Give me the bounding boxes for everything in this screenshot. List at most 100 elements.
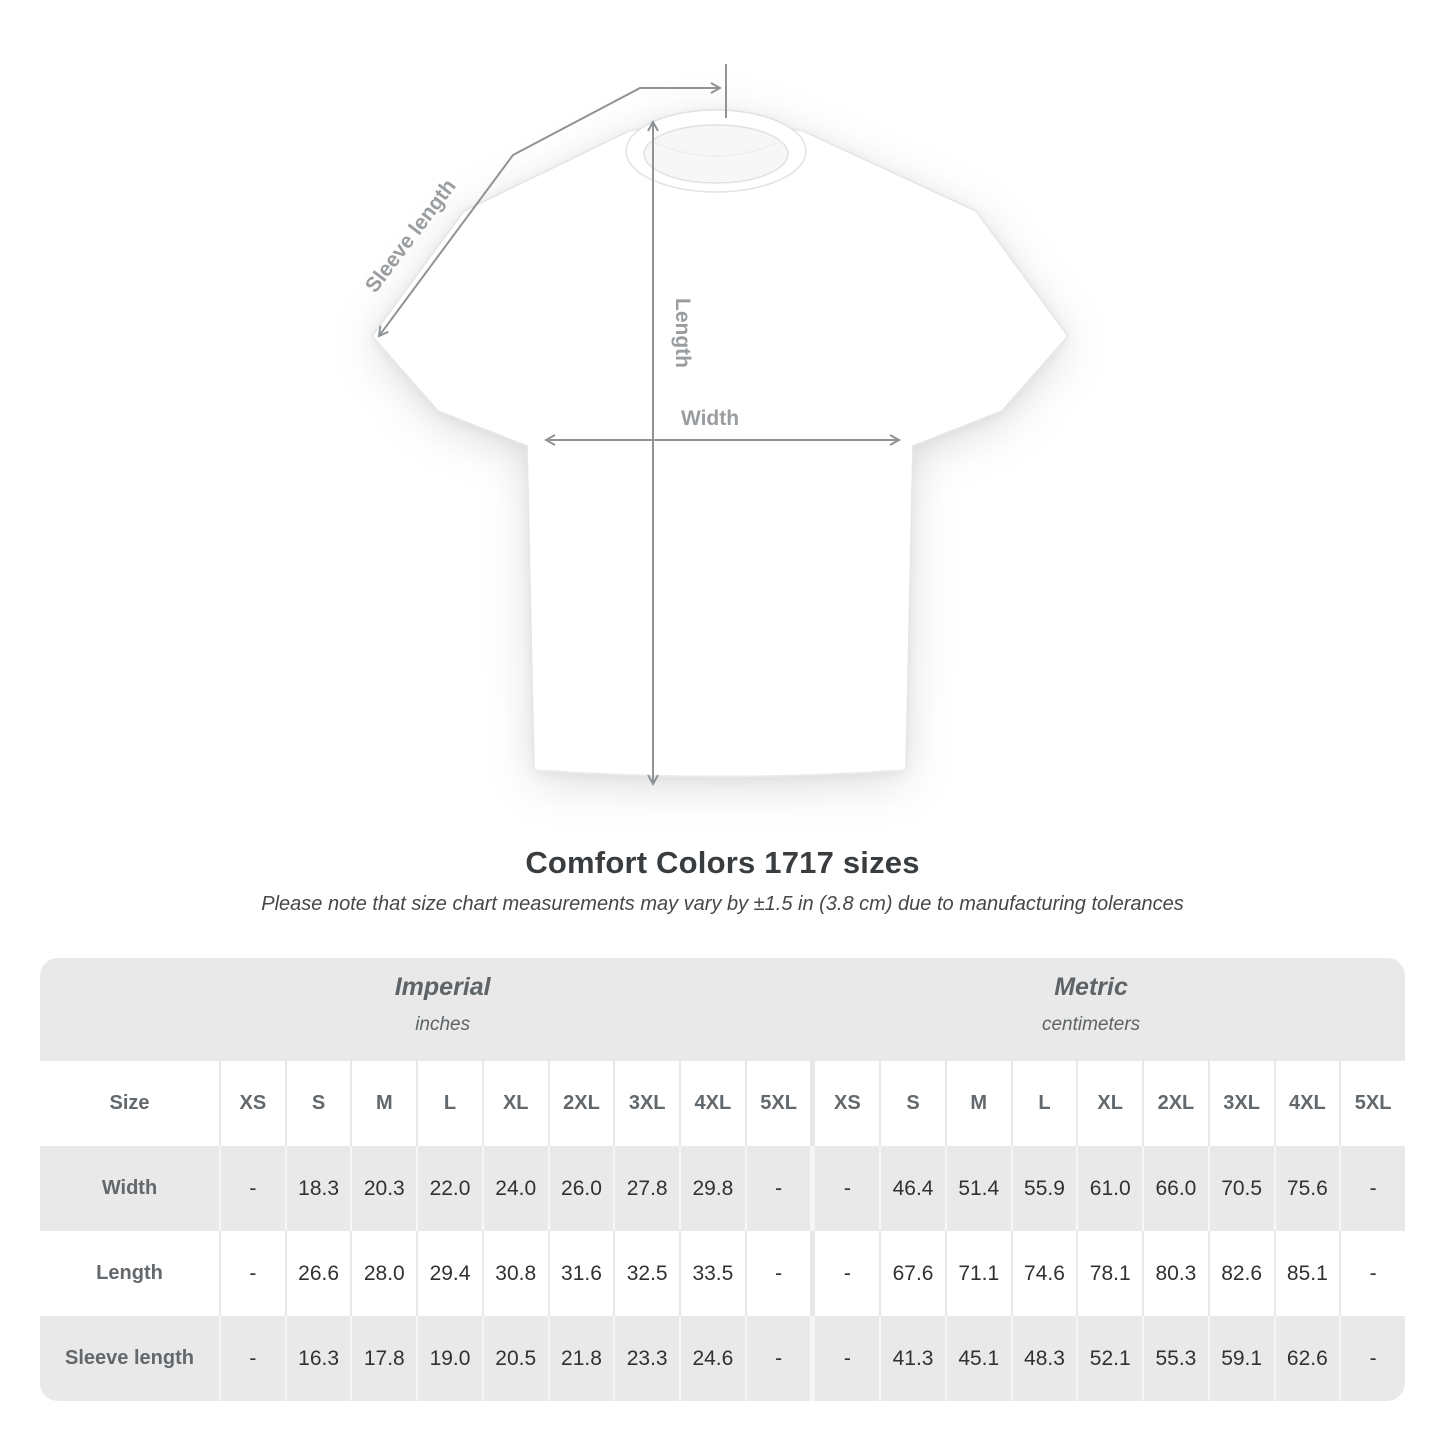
size-col-header: XL (1076, 1061, 1142, 1146)
size-value-cell: 74.6 (1010, 1231, 1077, 1316)
size-chart-table: Imperial inches Metric centimeters Size X… (40, 958, 1405, 1401)
size-value-cell: 71.1 (944, 1231, 1011, 1316)
metric-header: Metric centimeters (1042, 973, 1140, 1036)
size-value-cell: 67.6 (879, 1231, 945, 1316)
table-row: Length - 26.6 28.0 29.4 30.8 31.6 32.5 33.5 - - 67.… (40, 1231, 1405, 1316)
size-col-header: 2XL (547, 1061, 614, 1146)
size-value-cell-text: 78.1 (1089, 1261, 1131, 1285)
size-value-cell-text: - (775, 1346, 783, 1370)
size-value-cell: 16.3 (284, 1316, 351, 1401)
size-col-header: L (1010, 1061, 1077, 1146)
size-value-cell: 31.6 (547, 1231, 614, 1316)
size-value-cell: 18.3 (284, 1146, 351, 1231)
size-value-cell-text: 48.3 (1024, 1346, 1065, 1370)
size-value-cell-text: - (1369, 1261, 1377, 1285)
size-value-cell: 21.8 (547, 1316, 614, 1401)
size-col-header-text: S (311, 1092, 326, 1114)
size-value-cell-text: 31.6 (561, 1261, 602, 1285)
size-value-cell-text: 20.5 (495, 1346, 537, 1370)
page-title: Comfort Colors 1717 sizes (525, 845, 920, 880)
size-value-cell-text: - (1369, 1346, 1377, 1370)
size-value-cell-text: 30.8 (495, 1261, 537, 1285)
size-value-cell-text: 28.0 (363, 1261, 405, 1285)
size-col-header: XL (481, 1061, 548, 1146)
size-value-cell: 61.0 (1076, 1146, 1142, 1231)
size-value-cell-text: 22.0 (429, 1176, 471, 1200)
measurement-row-label: Length (40, 1231, 219, 1316)
size-value-cell-text: 55.3 (1155, 1346, 1197, 1370)
size-value-cell-text: 80.3 (1155, 1261, 1197, 1285)
size-value-cell: - (810, 1316, 879, 1401)
imperial-header: Imperial inches (395, 973, 491, 1036)
size-value-cell-text: 59.1 (1221, 1346, 1263, 1370)
size-value-cell: 78.1 (1076, 1231, 1142, 1316)
size-col-header: S (284, 1061, 351, 1146)
size-value-cell-text: 85.1 (1286, 1261, 1328, 1285)
size-value-cell: 26.0 (547, 1146, 614, 1231)
size-value-cell: 46.4 (879, 1146, 945, 1231)
size-value-cell: 33.5 (679, 1231, 745, 1316)
size-value-cell-text: 20.3 (363, 1176, 405, 1200)
size-value-cell-text: 32.5 (626, 1261, 668, 1285)
size-value-cell: 30.8 (481, 1231, 548, 1316)
size-value-cell: 24.6 (679, 1316, 745, 1401)
size-col-header: 5XL (1339, 1061, 1405, 1146)
size-value-cell-text: - (249, 1176, 257, 1200)
size-value-cell: 19.0 (416, 1316, 482, 1401)
size-value-cell: 26.6 (284, 1231, 351, 1316)
size-value-cell-text: 26.6 (298, 1261, 340, 1285)
size-corner-label-text: Size (109, 1092, 150, 1114)
size-col-header: 3XL (1207, 1061, 1274, 1146)
size-value-cell: 20.3 (350, 1146, 416, 1231)
size-value-cell-text: - (843, 1176, 851, 1200)
size-value-cell: 27.8 (613, 1146, 679, 1231)
size-header-row: Size XS S M L XL 2XL 3XL 4XL 5XL XS S M L XL 2XL 3XL 4XL 5… (40, 1061, 1405, 1146)
size-value-cell-text: 52.1 (1089, 1346, 1131, 1370)
size-col-header-text: M (970, 1092, 988, 1114)
size-value-cell: 41.3 (879, 1316, 945, 1401)
size-col-header: 4XL (1273, 1061, 1340, 1146)
size-value-cell: - (219, 1316, 285, 1401)
size-value-cell: 28.0 (350, 1231, 416, 1316)
size-value-cell-text: 46.4 (892, 1176, 934, 1200)
size-value-cell: - (1339, 1231, 1405, 1316)
table-row: Sleeve length - 16.3 17.8 19.0 20.5 21.8 23.3 24… (40, 1316, 1405, 1401)
size-value-cell: 75.6 (1273, 1146, 1340, 1231)
measurement-row-label: Sleeve length (40, 1316, 219, 1401)
size-value-cell: - (744, 1231, 811, 1316)
measurement-row-label: Width (40, 1146, 219, 1231)
size-value-cell-text: 26.0 (561, 1176, 602, 1200)
size-value-cell-text: - (249, 1346, 257, 1370)
size-col-header: 5XL (744, 1061, 811, 1146)
size-value-cell: 45.1 (944, 1316, 1011, 1401)
size-value-cell-text: - (843, 1346, 851, 1370)
units-band: Imperial inches Metric centimeters (40, 958, 1405, 1061)
size-value-cell-text: - (775, 1261, 783, 1285)
size-col-header-text: L (443, 1092, 457, 1114)
tshirt-diagram: Sleeve length Length Width (361, 64, 1069, 830)
size-corner-label: Size (40, 1061, 219, 1146)
size-value-cell: 23.3 (613, 1316, 679, 1401)
size-col-header: XS (219, 1061, 285, 1146)
imperial-unit: inches (415, 1014, 471, 1035)
size-col-header: L (416, 1061, 482, 1146)
size-value-cell-text: 33.5 (692, 1261, 734, 1285)
size-col-header-text: 3XL (628, 1092, 666, 1114)
size-value-cell-text: 29.4 (429, 1261, 471, 1285)
size-value-cell-text: 16.3 (298, 1346, 340, 1370)
sleeve-length-arrow (379, 64, 727, 336)
width-label: Width (681, 407, 739, 430)
size-value-cell-text: 21.8 (561, 1346, 602, 1370)
size-value-cell-text: - (1369, 1176, 1377, 1200)
size-col-header-text: 4XL (1289, 1092, 1326, 1114)
size-value-cell: 22.0 (416, 1146, 482, 1231)
size-col-header-text: S (906, 1092, 920, 1114)
size-value-cell: 20.5 (481, 1316, 548, 1401)
size-col-header: 3XL (613, 1061, 679, 1146)
size-value-cell-text: 23.3 (626, 1346, 668, 1370)
size-col-header: XS (810, 1061, 879, 1146)
measurement-row-label-text: Sleeve length (65, 1347, 194, 1369)
size-col-header: 4XL (679, 1061, 745, 1146)
size-value-cell-text: 67.6 (892, 1261, 934, 1285)
size-value-cell: 85.1 (1273, 1231, 1340, 1316)
